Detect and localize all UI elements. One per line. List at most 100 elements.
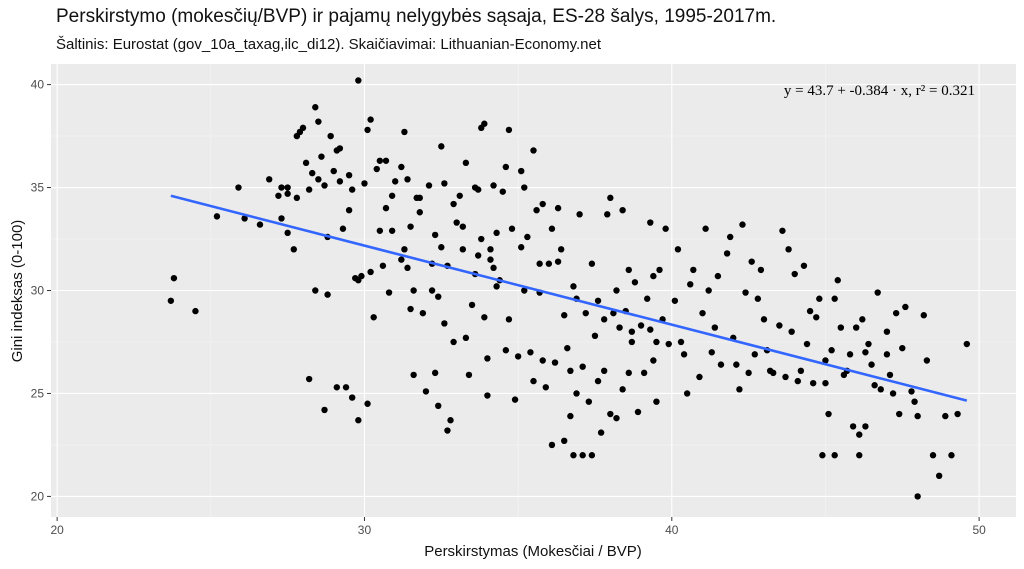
data-point bbox=[591, 332, 599, 339]
data-point bbox=[278, 184, 285, 191]
data-point bbox=[831, 452, 838, 459]
data-point bbox=[662, 225, 669, 232]
data-point bbox=[766, 367, 774, 375]
chart-title: Perskirstymo (mokesčių/BVP) ir pajamų ne… bbox=[56, 6, 777, 27]
data-point bbox=[518, 167, 525, 175]
y-axis-title: Gini indeksas (0-100) bbox=[9, 220, 26, 363]
data-point bbox=[425, 182, 433, 189]
data-point bbox=[511, 396, 519, 403]
data-point bbox=[379, 262, 387, 269]
data-point bbox=[822, 379, 829, 387]
data-point bbox=[333, 384, 341, 391]
data-point bbox=[902, 303, 909, 311]
data-point bbox=[579, 452, 586, 459]
data-point bbox=[760, 316, 768, 323]
data-point bbox=[554, 258, 562, 265]
data-point bbox=[680, 351, 688, 358]
data-point bbox=[942, 412, 949, 420]
data-point bbox=[920, 312, 928, 319]
data-point bbox=[305, 186, 313, 193]
data-point bbox=[862, 423, 869, 430]
data-point bbox=[797, 367, 805, 375]
data-point bbox=[757, 266, 765, 274]
data-point bbox=[582, 309, 589, 317]
data-point bbox=[806, 307, 814, 315]
x-tick-label: 30 bbox=[358, 523, 372, 537]
data-point bbox=[871, 382, 878, 389]
data-point bbox=[456, 192, 463, 199]
data-point bbox=[302, 159, 310, 167]
data-point bbox=[444, 427, 451, 434]
data-point bbox=[874, 289, 881, 296]
data-point bbox=[450, 200, 457, 208]
data-point bbox=[474, 252, 482, 259]
data-point bbox=[819, 452, 826, 459]
data-point bbox=[548, 441, 556, 449]
data-point bbox=[309, 169, 316, 177]
data-point bbox=[484, 392, 491, 399]
data-point bbox=[828, 347, 835, 354]
chart-subtitle: Šaltinis: Eurostat (gov_10a_taxag,ilc_di… bbox=[56, 36, 602, 53]
data-point bbox=[754, 295, 762, 302]
data-point bbox=[345, 171, 353, 179]
data-point bbox=[539, 357, 546, 364]
data-point bbox=[339, 225, 347, 232]
data-point bbox=[453, 219, 460, 226]
data-point bbox=[613, 414, 620, 422]
data-point bbox=[266, 176, 273, 183]
data-point bbox=[631, 279, 639, 286]
data-point bbox=[459, 223, 467, 230]
data-point bbox=[539, 200, 546, 208]
data-point bbox=[401, 128, 408, 136]
data-point bbox=[616, 324, 623, 331]
data-point bbox=[484, 355, 491, 362]
data-point bbox=[524, 233, 531, 241]
data-point bbox=[290, 246, 297, 253]
data-point bbox=[367, 116, 374, 123]
data-point bbox=[478, 235, 485, 243]
data-point bbox=[275, 192, 282, 199]
data-point bbox=[567, 412, 574, 420]
data-point bbox=[610, 309, 617, 317]
data-point bbox=[564, 344, 571, 352]
data-point bbox=[561, 312, 568, 319]
data-point bbox=[914, 412, 921, 420]
data-point bbox=[321, 406, 328, 414]
data-point bbox=[450, 338, 457, 346]
data-point bbox=[653, 398, 660, 405]
x-tick-label: 20 bbox=[50, 523, 64, 537]
data-point bbox=[588, 260, 596, 267]
x-tick-label: 50 bbox=[972, 523, 986, 537]
data-point bbox=[600, 367, 608, 375]
data-point bbox=[487, 246, 494, 253]
data-point bbox=[315, 176, 322, 183]
data-point bbox=[376, 227, 384, 234]
data-point bbox=[284, 229, 291, 237]
data-point bbox=[327, 132, 334, 140]
data-point bbox=[401, 246, 408, 253]
data-point bbox=[493, 283, 500, 290]
data-point bbox=[883, 328, 891, 335]
data-point bbox=[284, 190, 291, 197]
data-point bbox=[355, 77, 362, 84]
data-point bbox=[278, 215, 285, 222]
data-point bbox=[733, 361, 740, 368]
data-point bbox=[235, 184, 242, 191]
data-point bbox=[619, 206, 626, 214]
data-point bbox=[865, 340, 872, 348]
y-tick-label: 20 bbox=[31, 489, 45, 503]
data-point bbox=[813, 314, 820, 321]
data-point bbox=[751, 351, 758, 358]
data-point bbox=[911, 398, 918, 405]
data-point bbox=[192, 307, 199, 315]
data-point bbox=[834, 277, 841, 284]
data-point bbox=[170, 274, 178, 282]
data-point bbox=[585, 398, 593, 405]
data-point bbox=[364, 400, 371, 407]
data-point bbox=[656, 266, 663, 274]
regression-annotation: y = 43.7 + -0.384 · x, r² = 0.321 bbox=[784, 83, 975, 99]
data-point bbox=[410, 371, 417, 379]
data-point bbox=[723, 250, 731, 257]
y-tick-label: 30 bbox=[31, 284, 45, 298]
data-point bbox=[468, 301, 476, 309]
